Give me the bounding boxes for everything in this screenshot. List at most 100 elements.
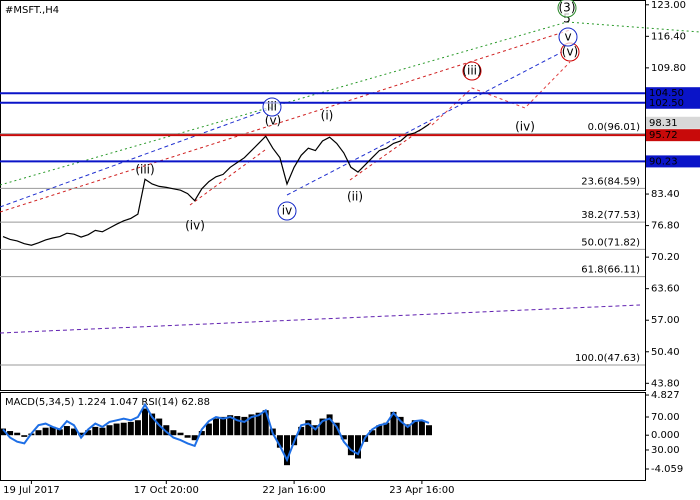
trend-line <box>286 51 563 196</box>
trend-line <box>0 29 571 213</box>
macd-bar <box>234 416 241 436</box>
level-box <box>646 155 700 168</box>
level-label: 104.50 <box>649 88 684 99</box>
fib-label: 38.2(77.53) <box>581 210 640 221</box>
x-tick-label: 22 Jan 16:00 <box>262 485 325 496</box>
price-line <box>2 123 430 246</box>
macd-bar <box>262 410 269 436</box>
fib-label: 100.0(47.63) <box>575 353 640 364</box>
wave-circle <box>558 27 578 47</box>
macd-bar <box>142 408 148 436</box>
fib-label: 61.8(66.11) <box>581 265 640 276</box>
wave-label: iii <box>267 100 277 114</box>
wave-label: iv <box>282 204 292 218</box>
macd-bar <box>71 428 77 436</box>
macd-bar <box>340 435 347 440</box>
macd-bar <box>56 429 63 436</box>
macd-bar <box>411 420 418 436</box>
macd-bar <box>205 423 212 436</box>
y-tick-label: 50.40 <box>651 347 680 358</box>
macd-bar <box>383 422 390 436</box>
price-box <box>646 116 700 129</box>
rsi-line <box>2 402 430 463</box>
macd-bar <box>404 424 411 436</box>
macd-bar <box>191 435 198 441</box>
macd-bar <box>63 426 70 436</box>
price-label: 98.31 <box>649 118 678 129</box>
macd-bar <box>149 413 156 436</box>
y-tick-label: 116.40 <box>651 31 686 42</box>
macd-bar <box>319 418 326 436</box>
wave-circle <box>557 0 577 18</box>
wave-label: (iii) <box>135 163 154 177</box>
macd-bar <box>184 435 191 438</box>
level-label: 95.72 <box>649 130 678 141</box>
wave-label: (i) <box>321 109 334 123</box>
macd-bar <box>255 412 262 436</box>
wave-circle <box>462 61 482 81</box>
x-tick-label: 23 Apr 16:00 <box>389 485 454 496</box>
wave-label: (ii) <box>347 190 363 204</box>
level-label: 90.23 <box>649 156 678 167</box>
macd-bar <box>213 418 219 436</box>
macd-bar <box>355 435 361 459</box>
macd-bar <box>298 426 305 436</box>
macd-bar <box>7 431 14 436</box>
panel-title: MACD(5,34,5) 1.224 1.047 RSI(14) 62.88 <box>5 397 210 408</box>
macd-bar <box>42 427 49 436</box>
macd-bar <box>390 411 397 436</box>
y-tick-label: 4.827 <box>651 390 680 401</box>
macd-bar <box>369 430 376 436</box>
y-tick-label: -4.059 <box>651 464 683 475</box>
macd-bar <box>106 425 113 436</box>
panel-frame <box>0 392 646 481</box>
macd-bar <box>227 415 234 436</box>
level-box <box>646 96 700 109</box>
fib-label: 50.0(71.82) <box>581 237 640 248</box>
macd-bar <box>156 418 163 436</box>
macd-bar <box>49 426 56 436</box>
macd-bar <box>220 416 227 436</box>
trend-line <box>0 107 273 208</box>
trend-line <box>0 21 568 186</box>
main-frame <box>0 0 646 391</box>
macd-bar <box>120 422 127 436</box>
wave-label: (v) <box>265 114 281 128</box>
macd-bar <box>113 423 120 436</box>
wave-label: v <box>564 30 571 44</box>
macd-bar <box>305 420 312 436</box>
wave-label: (iv) <box>515 120 535 134</box>
wave-label: (3) <box>559 1 576 15</box>
x-tick-label: 17 Oct 20:00 <box>134 485 199 496</box>
macd-bar <box>170 430 177 436</box>
macd-bar <box>376 425 383 436</box>
fib-label: 0.0(96.01) <box>588 122 640 133</box>
macd-bar <box>397 416 404 436</box>
chart-title: #MSFT.,H4 <box>5 5 59 16</box>
y-tick-label: 63.60 <box>651 284 680 295</box>
y2-tick-label: 30.00 <box>651 445 680 456</box>
wave-circle <box>277 201 297 221</box>
macd-bar <box>426 425 432 436</box>
macd-bar <box>92 426 99 436</box>
wave-label: (iii) <box>462 64 481 78</box>
macd-bar <box>21 435 28 437</box>
macd-bar <box>326 414 333 436</box>
x-tick-label: 19 Jul 2017 <box>3 485 60 496</box>
macd-bar <box>276 435 283 448</box>
macd-bar <box>85 430 92 436</box>
y-tick-label: 57.00 <box>651 315 680 326</box>
macd-bar <box>241 416 248 436</box>
wave-label: (v) <box>562 45 578 59</box>
trend-line <box>349 121 433 181</box>
y2-tick-label: 70.00 <box>651 412 680 423</box>
macd-bar <box>14 432 21 436</box>
macd-bar <box>35 430 42 436</box>
y-tick-label: 83.40 <box>651 189 680 200</box>
fib-label: 23.6(84.59) <box>581 176 640 187</box>
macd-bar <box>284 435 290 466</box>
macd-bar <box>347 435 354 456</box>
